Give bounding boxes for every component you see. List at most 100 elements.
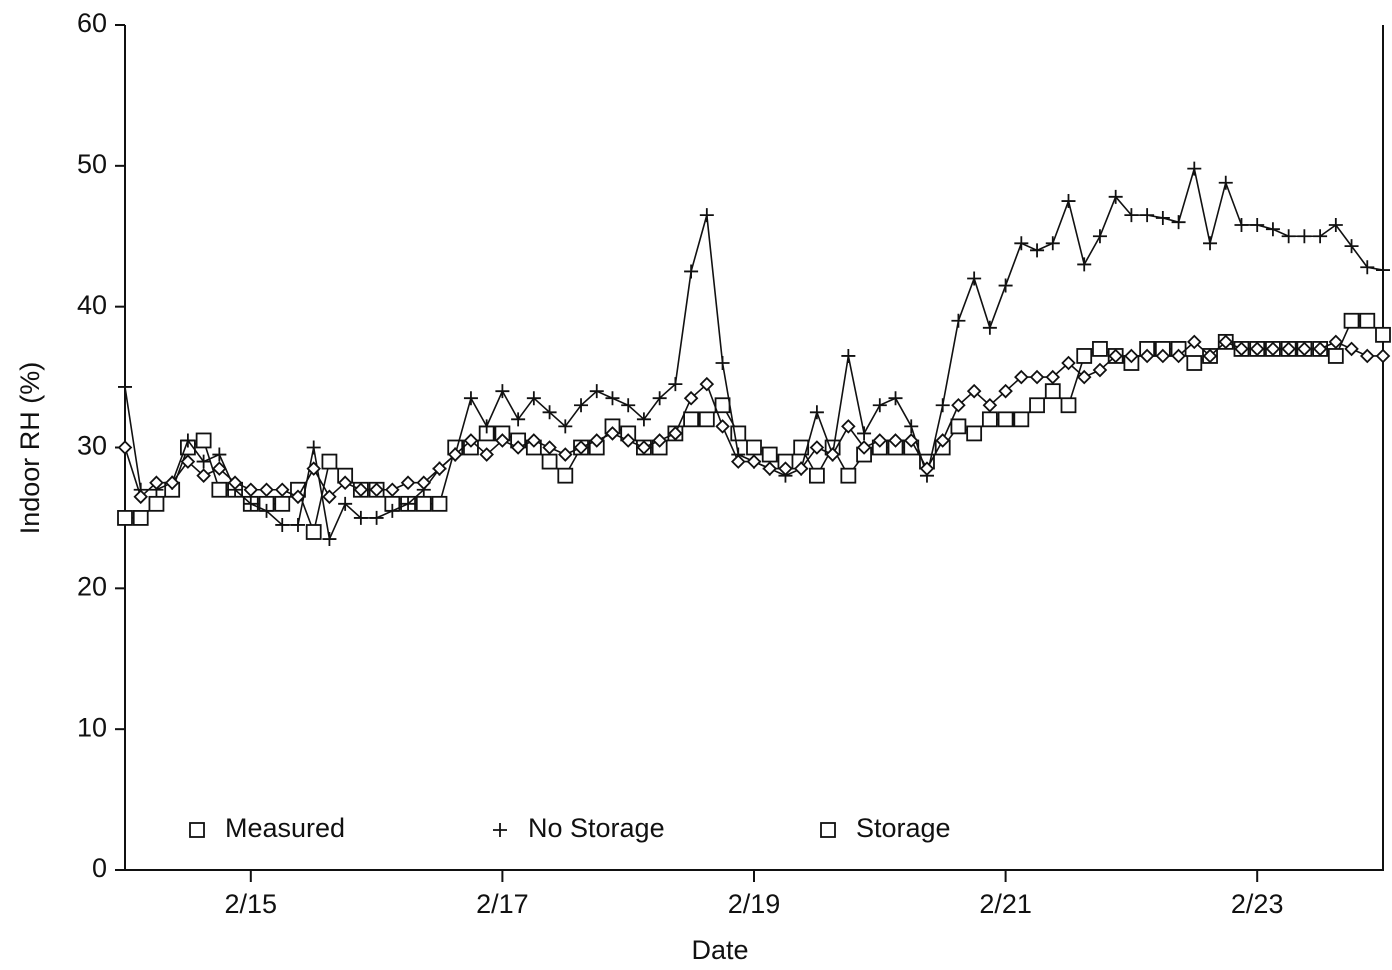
data-point (668, 426, 683, 441)
data-point (180, 454, 196, 469)
data-point (1077, 257, 1092, 272)
data-point (401, 496, 416, 511)
data-point (1139, 348, 1155, 364)
data-point (935, 398, 950, 413)
data-point (841, 348, 856, 363)
y-tick-label: 0 (92, 853, 107, 883)
data-point (1376, 263, 1390, 278)
data-point (1360, 260, 1375, 275)
data-point (164, 475, 180, 490)
data-point (400, 475, 416, 490)
data-point (1171, 348, 1186, 364)
data-point (809, 467, 825, 484)
data-point (353, 482, 369, 498)
data-point (431, 495, 448, 512)
data-point (1045, 369, 1061, 385)
data-point (243, 482, 259, 498)
data-point (621, 398, 636, 413)
data-point (574, 398, 589, 413)
data-point (133, 489, 148, 505)
data-point (495, 384, 510, 399)
data-point (259, 503, 274, 518)
data-point (967, 271, 982, 286)
data-point (463, 433, 479, 448)
data-point (1375, 326, 1391, 343)
data-point (1092, 362, 1108, 378)
data-point (605, 426, 620, 441)
data-point (809, 405, 824, 420)
data-point (872, 433, 888, 448)
data-point (840, 467, 857, 484)
data-point (1029, 369, 1045, 385)
data-point (1140, 208, 1155, 223)
y-tick-label: 20 (77, 571, 107, 601)
data-point (746, 454, 762, 469)
y-tick-label: 10 (77, 712, 107, 742)
data-point (888, 391, 903, 406)
data-point (369, 482, 384, 498)
y-tick-label: 30 (77, 431, 107, 461)
data-point (1203, 236, 1218, 251)
data-point (1061, 355, 1076, 371)
data-point (1327, 348, 1344, 364)
data-point (305, 524, 322, 540)
data-point (337, 475, 353, 490)
data-point (1218, 334, 1234, 350)
data-point (1313, 229, 1328, 244)
data-point (997, 411, 1014, 428)
data-point (714, 397, 731, 414)
data-point (1218, 175, 1233, 190)
data-point (322, 489, 337, 505)
data-point (148, 495, 165, 512)
data-point (951, 313, 966, 328)
data-point (274, 495, 291, 512)
data-point (746, 439, 762, 456)
data-point (778, 461, 793, 476)
data-point (195, 432, 212, 449)
data-point (1312, 341, 1328, 357)
data-point (998, 383, 1013, 399)
legend-label: Measured (225, 813, 345, 843)
data-point (1155, 210, 1170, 225)
data-point (684, 264, 699, 279)
data-point (1344, 239, 1359, 254)
data-point (322, 532, 337, 547)
legend-marker (493, 823, 507, 837)
x-tick-label: 2/15 (225, 889, 278, 919)
data-point (856, 440, 872, 455)
data-point (526, 433, 542, 448)
data-point (1344, 341, 1359, 357)
data-point (227, 475, 243, 490)
data-point (698, 411, 715, 428)
data-point (1281, 229, 1296, 244)
data-point (652, 433, 667, 448)
data-point (1171, 215, 1186, 230)
data-point (306, 461, 321, 476)
data-point (620, 433, 636, 448)
x-tick-label: 2/21 (979, 889, 1032, 919)
data-point (211, 481, 228, 498)
data-point (793, 439, 810, 456)
data-point (479, 447, 494, 462)
data-point (132, 510, 149, 526)
data-point (353, 510, 368, 525)
data-point (825, 447, 840, 462)
data-point (1375, 348, 1391, 364)
data-point (981, 411, 998, 428)
data-point (117, 510, 133, 526)
y-tick-label: 40 (77, 290, 107, 320)
data-point (1187, 334, 1202, 350)
data-point (1249, 341, 1265, 357)
data-point (432, 461, 447, 476)
data-point (558, 447, 573, 462)
data-point (966, 425, 983, 442)
data-point (1108, 348, 1123, 364)
data-point (1155, 348, 1171, 364)
data-point (180, 433, 195, 448)
data-point (699, 376, 715, 392)
data-point (1359, 312, 1376, 329)
data-point (416, 475, 432, 490)
data-point (510, 440, 526, 455)
series-line (124, 168, 1384, 542)
